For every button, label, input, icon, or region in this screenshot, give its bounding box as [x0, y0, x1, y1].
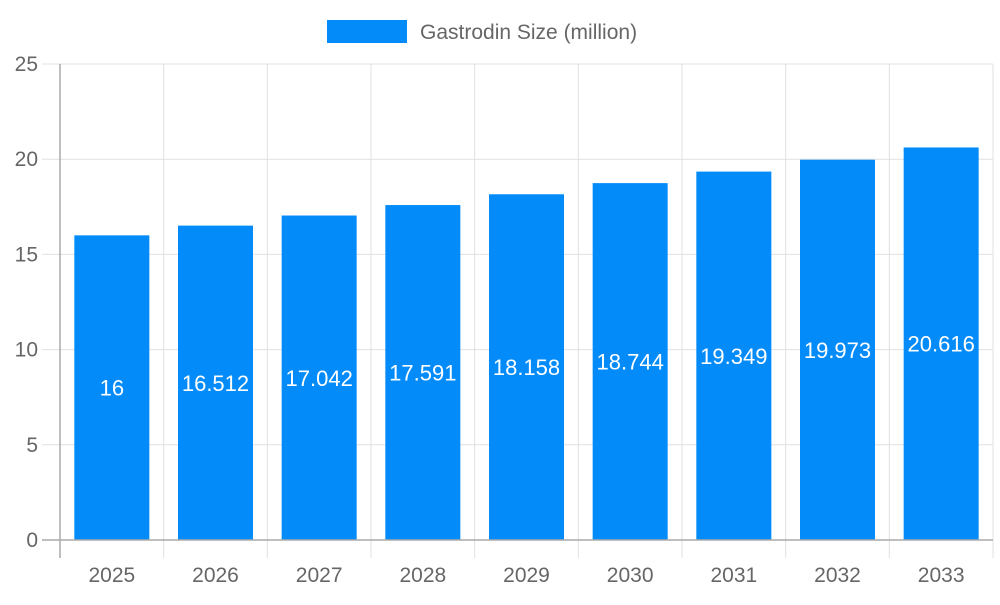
x-tick-label: 2031	[710, 564, 757, 587]
bar	[281, 215, 357, 540]
data-label: 20.616	[908, 332, 975, 357]
x-tick-label: 2026	[192, 564, 239, 587]
data-labels: 16 16.512 17.042 17.591 18.158 18.744 19.349 19…	[100, 332, 975, 401]
bar	[696, 171, 772, 541]
x-tick-label: 2032	[814, 564, 861, 587]
data-label: 18.744	[597, 350, 664, 375]
legend-label: Gastrodin Size (million)	[420, 21, 637, 44]
y-tick-label: 20	[15, 148, 38, 171]
legend-swatch	[327, 20, 407, 43]
y-tick-label: 5	[26, 434, 38, 457]
data-label: 17.591	[389, 361, 456, 386]
x-tick-label: 2030	[607, 564, 654, 587]
x-tick-label: 2028	[399, 564, 446, 587]
bar	[489, 194, 564, 541]
bars	[74, 147, 979, 541]
data-label: 16.512	[182, 371, 249, 396]
y-tick-label: 25	[15, 53, 38, 76]
x-tick-label: 2027	[296, 564, 343, 587]
bar	[385, 205, 461, 540]
bar	[592, 183, 668, 540]
legend: Gastrodin Size (million)	[327, 20, 637, 44]
data-label: 17.042	[286, 366, 353, 391]
bar	[178, 225, 253, 541]
bar	[74, 235, 150, 541]
x-tick-label: 2033	[918, 564, 965, 587]
data-label: 16	[100, 376, 124, 401]
bar	[800, 159, 875, 540]
y-tick-label: 0	[26, 529, 38, 552]
data-label: 19.973	[804, 338, 871, 363]
x-tick-label: 2025	[88, 564, 135, 587]
data-label: 19.349	[700, 344, 767, 369]
bar	[903, 147, 979, 540]
x-tick-label: 2029	[503, 564, 550, 587]
y-tick-label: 15	[15, 243, 38, 266]
data-label: 18.158	[493, 355, 560, 380]
y-tick-label: 10	[15, 339, 38, 362]
